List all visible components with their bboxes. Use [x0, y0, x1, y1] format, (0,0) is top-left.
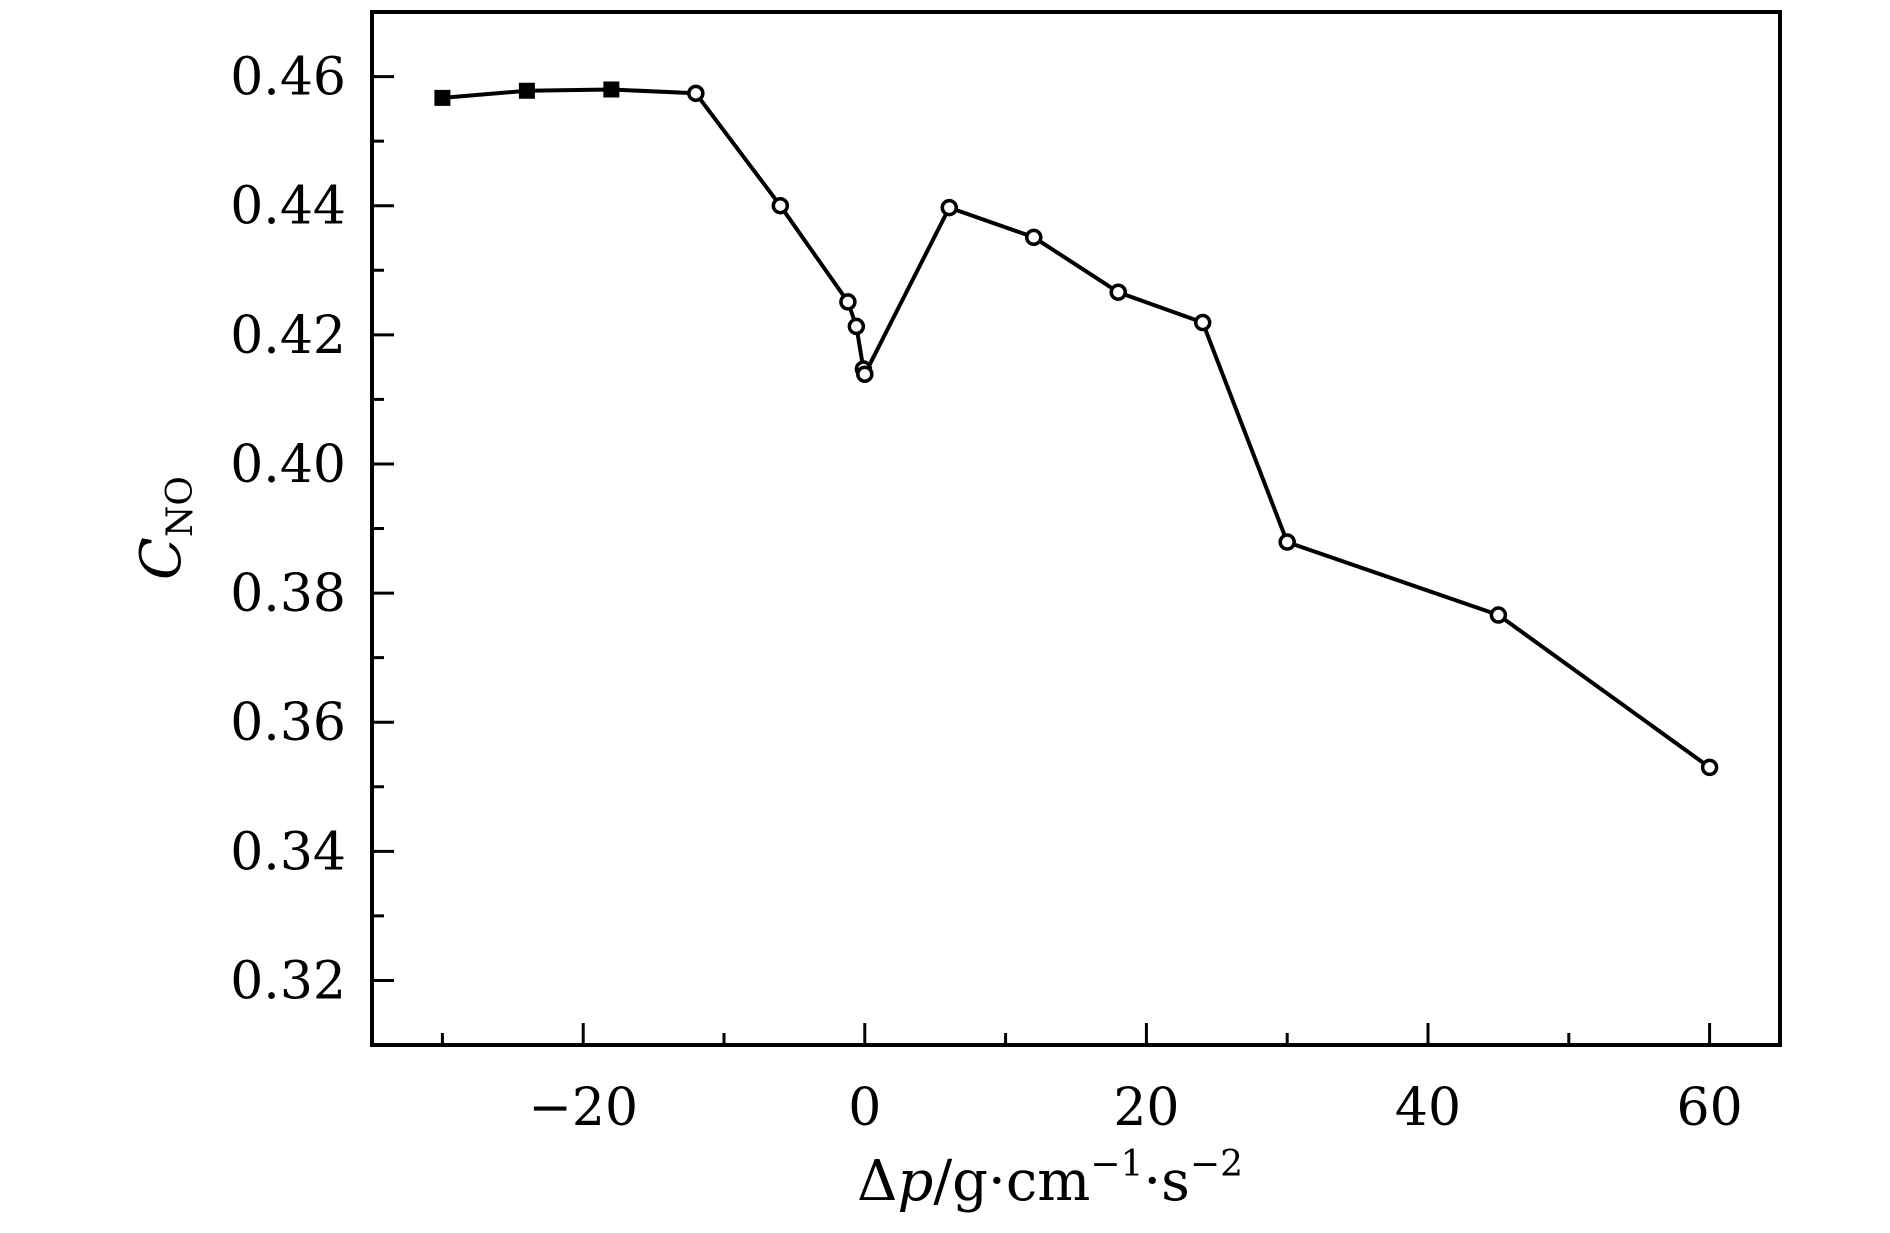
data-point-circle: [940, 198, 959, 217]
x-axis-label-exp2: −2: [1190, 1144, 1243, 1185]
y-tick-label: 0.34: [230, 822, 346, 882]
data-point-circle: [1109, 283, 1127, 301]
y-axis-label: CNO: [129, 476, 201, 580]
data-point-square: [603, 81, 620, 98]
x-axis-label-unit: /g·cm: [933, 1149, 1090, 1214]
x-tick-label: 40: [1395, 1078, 1461, 1138]
data-point-square: [518, 82, 535, 99]
series-line: [442, 87, 1711, 770]
data-point-circle: [1025, 228, 1043, 247]
data-point-circle: [687, 84, 705, 103]
x-tick-label: −20: [528, 1078, 638, 1138]
series-layer: [434, 81, 1719, 777]
y-tick-label: 0.42: [230, 306, 346, 366]
data-point-circle: [771, 196, 790, 215]
data-point-circle: [1700, 758, 1719, 777]
plot-frame: [370, 10, 1782, 1047]
x-axis-label-unit2: ·s: [1143, 1149, 1190, 1214]
y-tick-label: 0.32: [230, 951, 346, 1011]
data-point-circle: [1489, 606, 1508, 624]
data-point-circle: [847, 317, 866, 336]
y-tick-label: 0.46: [230, 48, 346, 108]
y-axis-label-var: C: [129, 537, 194, 580]
y-axis-label-sub: NO: [160, 476, 201, 537]
y-tick-label: 0.38: [230, 564, 346, 624]
ticks-layer: [372, 10, 1712, 1047]
x-axis-label: Δp/g·cm−1·s−2: [857, 1144, 1243, 1214]
data-point-circle: [1278, 533, 1296, 551]
data-point-circle: [839, 293, 857, 311]
x-axis-label-delta: Δ: [857, 1149, 897, 1214]
x-axis-label-exp1: −1: [1090, 1144, 1143, 1185]
tick-labels-layer: −20 0 20 40 60 0.32 0.34 0.36 0.38 0.40 0.42 0.44 0.…: [230, 48, 1742, 1138]
x-axis-label-var: p: [897, 1149, 933, 1214]
x-tick-label: 0: [848, 1078, 881, 1138]
y-tick-label: 0.40: [230, 435, 346, 495]
x-tick-label: 60: [1677, 1078, 1743, 1138]
x-tick-label: 20: [1113, 1078, 1179, 1138]
data-point-circle: [1193, 313, 1212, 332]
y-tick-label: 0.36: [230, 693, 346, 753]
data-point-circle: [856, 365, 874, 383]
data-point-square: [434, 89, 451, 106]
y-tick-label: 0.44: [230, 177, 346, 237]
